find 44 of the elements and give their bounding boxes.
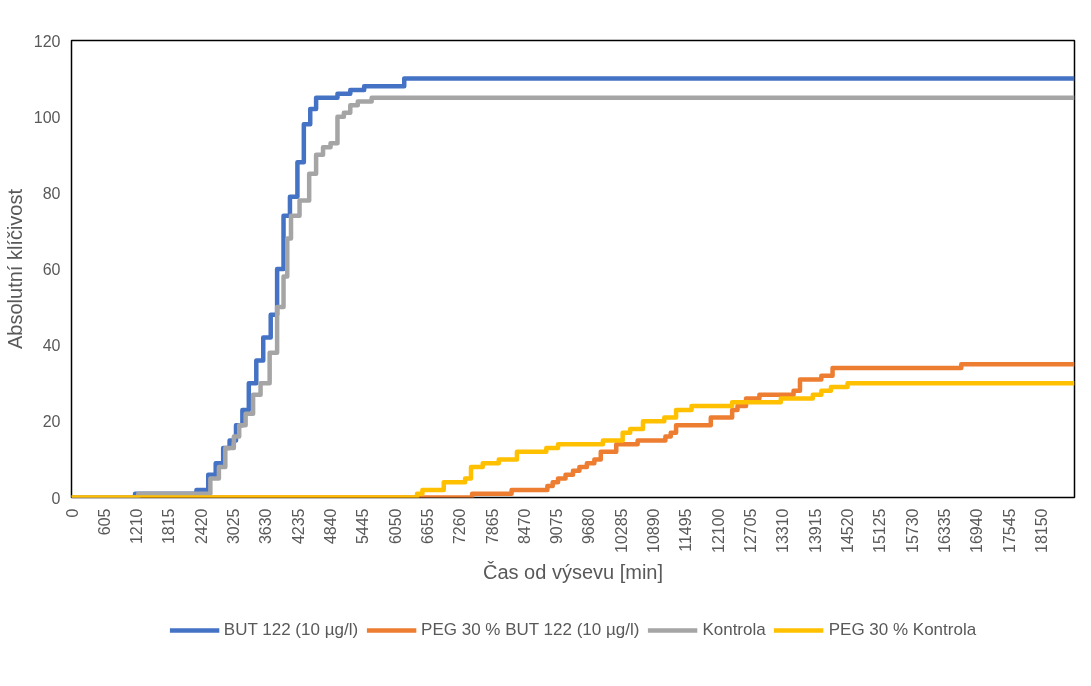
x-tick-label: 16335 xyxy=(935,508,953,553)
y-axis-title: Absolutní klíčivost xyxy=(3,188,26,350)
x-tick-label: 7260 xyxy=(451,508,469,545)
x-tick-label: 1210 xyxy=(128,508,146,545)
x-tick-label: 2420 xyxy=(192,508,210,545)
x-tick-label: 14520 xyxy=(838,508,856,553)
y-tick-label: 60 xyxy=(42,261,61,278)
x-tick-label: 12705 xyxy=(742,508,760,553)
x-tick-label: 3630 xyxy=(257,508,275,545)
x-tick-label: 9680 xyxy=(580,508,598,545)
x-axis-title: Čas od výsevu [min] xyxy=(482,560,664,583)
x-tick-label: 15730 xyxy=(903,508,921,553)
x-tick-label: 3025 xyxy=(225,508,243,545)
x-tick-label: 12100 xyxy=(709,508,727,553)
x-tick-label: 5445 xyxy=(354,508,372,545)
x-tick-label: 11495 xyxy=(677,508,695,552)
y-tick-label: 100 xyxy=(33,108,61,126)
x-tick-label: 0 xyxy=(63,508,81,518)
y-tick-label: 120 xyxy=(33,32,61,50)
x-tick-label: 605 xyxy=(95,508,113,536)
x-tick-label: 6655 xyxy=(418,508,436,545)
x-tick-label: 16940 xyxy=(968,508,986,553)
legend-label: PEG 30 % Kontrola xyxy=(828,620,977,640)
x-tick-label: 1815 xyxy=(160,508,178,545)
x-tick-label: 4840 xyxy=(321,508,339,545)
y-tick-label: 20 xyxy=(42,413,61,431)
legend-label: BUT 122 (10 µg/l) xyxy=(223,620,359,640)
x-tick-label: 4235 xyxy=(289,508,307,545)
y-tick-label: 40 xyxy=(42,337,61,355)
legend-label: Kontrola xyxy=(702,620,766,640)
x-tick-label: 7865 xyxy=(483,508,501,545)
x-tick-label: 18150 xyxy=(1032,508,1050,553)
y-tick-label: 80 xyxy=(42,184,61,202)
x-tick-label: 17545 xyxy=(1000,508,1018,553)
x-tick-label: 15125 xyxy=(871,508,889,553)
x-tick-label: 9075 xyxy=(548,508,566,545)
x-tick-label: 13310 xyxy=(774,508,792,553)
x-tick-label: 13915 xyxy=(806,508,824,553)
x-tick-label: 8470 xyxy=(515,508,533,545)
x-tick-label: 10890 xyxy=(645,508,663,553)
legend-label: PEG 30 % BUT 122 (10 µg/l) xyxy=(421,620,640,640)
x-tick-label: 10285 xyxy=(612,508,630,553)
y-tick-label: 0 xyxy=(51,489,61,507)
x-tick-label: 6050 xyxy=(386,508,404,545)
